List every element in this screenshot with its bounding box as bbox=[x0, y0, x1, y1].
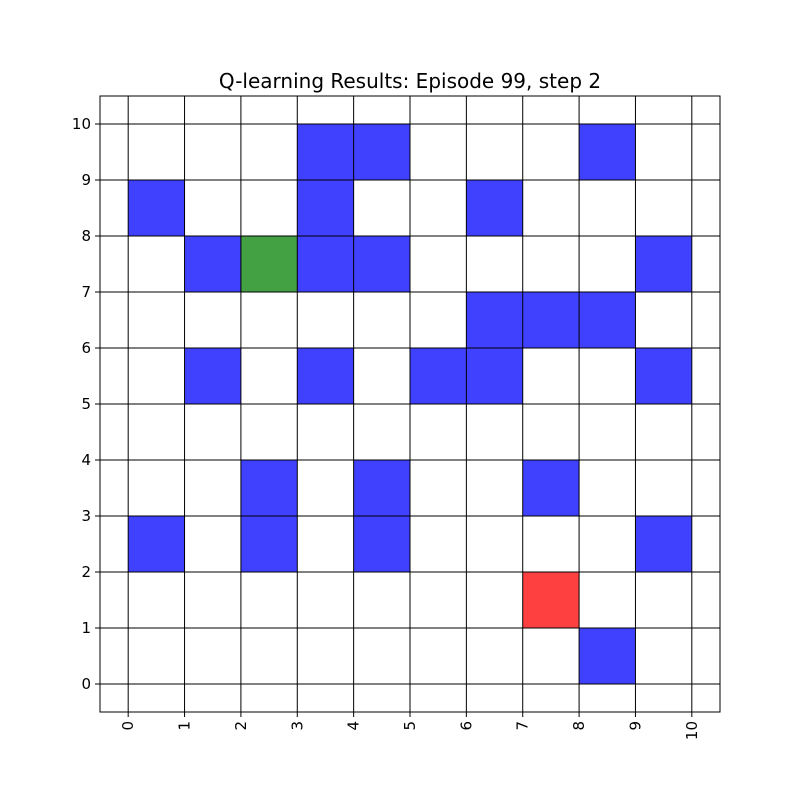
obstacle-cell bbox=[128, 516, 185, 572]
y-tick-label: 4 bbox=[81, 451, 91, 469]
x-tick-label: 5 bbox=[401, 721, 419, 731]
obstacle-cell bbox=[353, 516, 410, 572]
obstacle-cell bbox=[522, 292, 580, 348]
obstacle-cell bbox=[466, 180, 523, 236]
y-tick-label: 9 bbox=[81, 171, 91, 189]
obstacle-cell bbox=[353, 124, 410, 180]
y-tick-label: 7 bbox=[81, 283, 91, 301]
obstacle-cell bbox=[353, 236, 410, 292]
y-axis-ticks: 0 1 2 3 4 5 6 7 8 9 10 bbox=[72, 115, 100, 693]
x-tick-label: 8 bbox=[570, 721, 588, 731]
y-tick-label: 0 bbox=[81, 675, 91, 693]
y-tick-label: 1 bbox=[81, 619, 91, 637]
x-tick-label: 0 bbox=[119, 721, 137, 731]
obstacle-cell bbox=[297, 236, 354, 292]
x-tick-label: 1 bbox=[176, 721, 194, 731]
obstacle-cell bbox=[635, 348, 692, 404]
x-tick-label: 2 bbox=[232, 721, 250, 731]
obstacle-cell bbox=[184, 348, 241, 404]
y-tick-label: 5 bbox=[81, 395, 91, 413]
obstacle-cell bbox=[297, 180, 354, 236]
obstacle-cell bbox=[522, 460, 580, 516]
x-tick-label: 9 bbox=[626, 721, 644, 731]
agent-cell bbox=[240, 236, 298, 292]
x-tick-label: 3 bbox=[288, 721, 306, 731]
y-tick-label: 10 bbox=[72, 115, 91, 133]
obstacle-cell bbox=[466, 348, 523, 404]
obstacle-cell bbox=[240, 516, 298, 572]
x-tick-label: 6 bbox=[457, 721, 475, 731]
plot-area: 0 1 2 3 4 5 6 7 8 9 10 0 1 2 3 4 5 6 7 8 9 10 bbox=[72, 95, 721, 740]
obstacle-cell bbox=[184, 236, 241, 292]
obstacle-cell bbox=[410, 348, 467, 404]
y-tick-label: 2 bbox=[81, 563, 91, 581]
obstacle-cell bbox=[635, 516, 692, 572]
x-tick-label: 4 bbox=[345, 721, 363, 731]
x-tick-label: 10 bbox=[683, 721, 701, 740]
x-tick-label: 7 bbox=[514, 721, 532, 731]
obstacle-cell bbox=[240, 460, 298, 516]
x-axis-ticks: 0 1 2 3 4 5 6 7 8 9 10 bbox=[119, 712, 701, 740]
obstacle-cell bbox=[579, 628, 636, 684]
obstacle-cell bbox=[579, 124, 636, 180]
cells-layer bbox=[128, 124, 692, 684]
y-tick-label: 3 bbox=[81, 507, 91, 525]
goal-cell bbox=[522, 572, 580, 628]
y-tick-label: 6 bbox=[81, 339, 91, 357]
obstacle-cell bbox=[297, 124, 354, 180]
grid-layer bbox=[100, 96, 720, 712]
chart-title: Q-learning Results: Episode 99, step 2 bbox=[219, 69, 601, 93]
obstacle-cell bbox=[579, 292, 636, 348]
obstacle-cell bbox=[353, 460, 410, 516]
obstacle-cell bbox=[635, 236, 692, 292]
obstacle-cell bbox=[128, 180, 185, 236]
y-tick-label: 8 bbox=[81, 227, 91, 245]
obstacle-cell bbox=[466, 292, 523, 348]
obstacle-cell bbox=[297, 348, 354, 404]
